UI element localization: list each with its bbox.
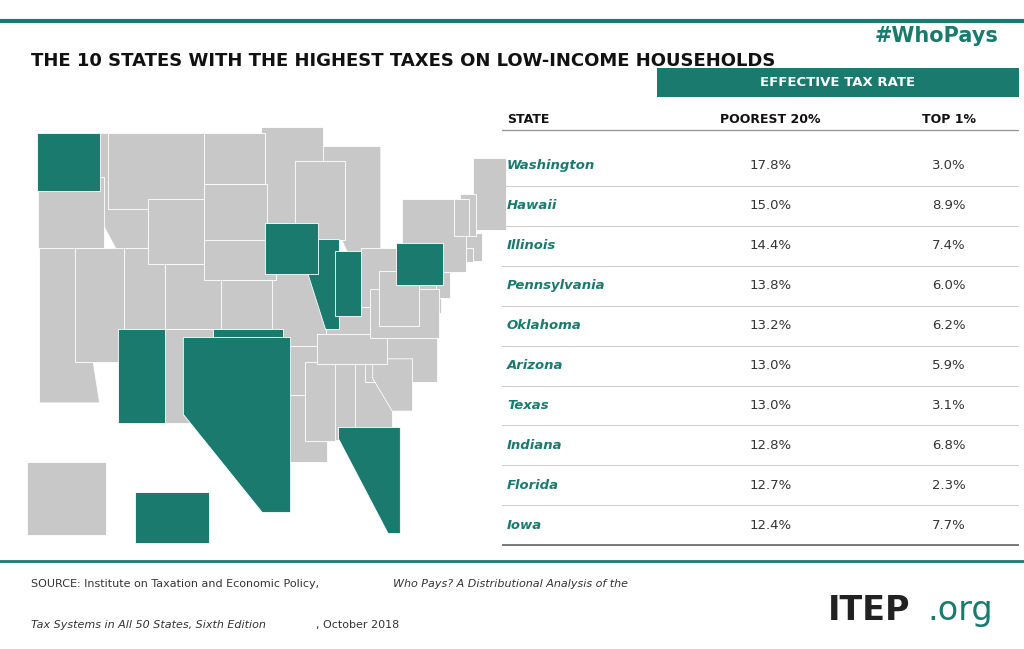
Text: 12.4%: 12.4% [750,519,792,532]
Text: 3.0%: 3.0% [932,160,966,173]
Text: THE 10 STATES WITH THE HIGHEST TAXES ON LOW-INCOME HOUSEHOLDS: THE 10 STATES WITH THE HIGHEST TAXES ON … [31,52,775,70]
Text: 6.2%: 6.2% [932,319,966,332]
Text: Illinois: Illinois [507,239,556,252]
Text: 17.8%: 17.8% [750,160,792,173]
Text: 6.0%: 6.0% [932,279,966,292]
Text: Pennsylvania: Pennsylvania [507,279,605,292]
Text: EFFECTIVE TAX RATE: EFFECTIVE TAX RATE [761,76,915,90]
FancyBboxPatch shape [657,68,1019,97]
Text: 13.0%: 13.0% [750,359,792,372]
Text: 6.8%: 6.8% [932,439,966,452]
Polygon shape [135,492,209,543]
Text: 3.1%: 3.1% [932,399,966,412]
Text: #WhoPays: #WhoPays [874,26,998,46]
Text: 7.4%: 7.4% [932,239,966,252]
Text: ITEP: ITEP [827,594,910,627]
Text: Oklahoma: Oklahoma [507,319,582,332]
Text: STATE: STATE [507,113,549,126]
Text: Hawaii: Hawaii [507,199,557,212]
Text: POOREST 20%: POOREST 20% [721,113,821,126]
Text: , October 2018: , October 2018 [316,620,399,630]
Text: Who Pays? A Distributional Analysis of the: Who Pays? A Distributional Analysis of t… [392,579,628,589]
Text: Tax Systems in All 50 States, Sixth Edition: Tax Systems in All 50 States, Sixth Edit… [31,620,265,630]
Text: Texas: Texas [507,399,549,412]
Text: Arizona: Arizona [507,359,563,372]
Text: SOURCE: Institute on Taxation and Economic Policy,: SOURCE: Institute on Taxation and Econom… [31,579,323,589]
Text: 14.4%: 14.4% [750,239,792,252]
Text: 2.3%: 2.3% [932,479,966,492]
Text: 8.9%: 8.9% [932,199,966,212]
Text: 12.8%: 12.8% [750,439,792,452]
Text: Iowa: Iowa [507,519,542,532]
Text: 5.9%: 5.9% [932,359,966,372]
Text: Florida: Florida [507,479,559,492]
Polygon shape [27,462,106,535]
Text: 12.7%: 12.7% [750,479,792,492]
Text: 7.7%: 7.7% [932,519,966,532]
Text: TOP 1%: TOP 1% [922,113,976,126]
Text: Washington: Washington [507,160,595,173]
Text: 15.0%: 15.0% [750,199,792,212]
Text: 13.0%: 13.0% [750,399,792,412]
Text: 13.8%: 13.8% [750,279,792,292]
Text: .org: .org [927,594,992,627]
Text: Indiana: Indiana [507,439,562,452]
Text: 13.2%: 13.2% [750,319,792,332]
